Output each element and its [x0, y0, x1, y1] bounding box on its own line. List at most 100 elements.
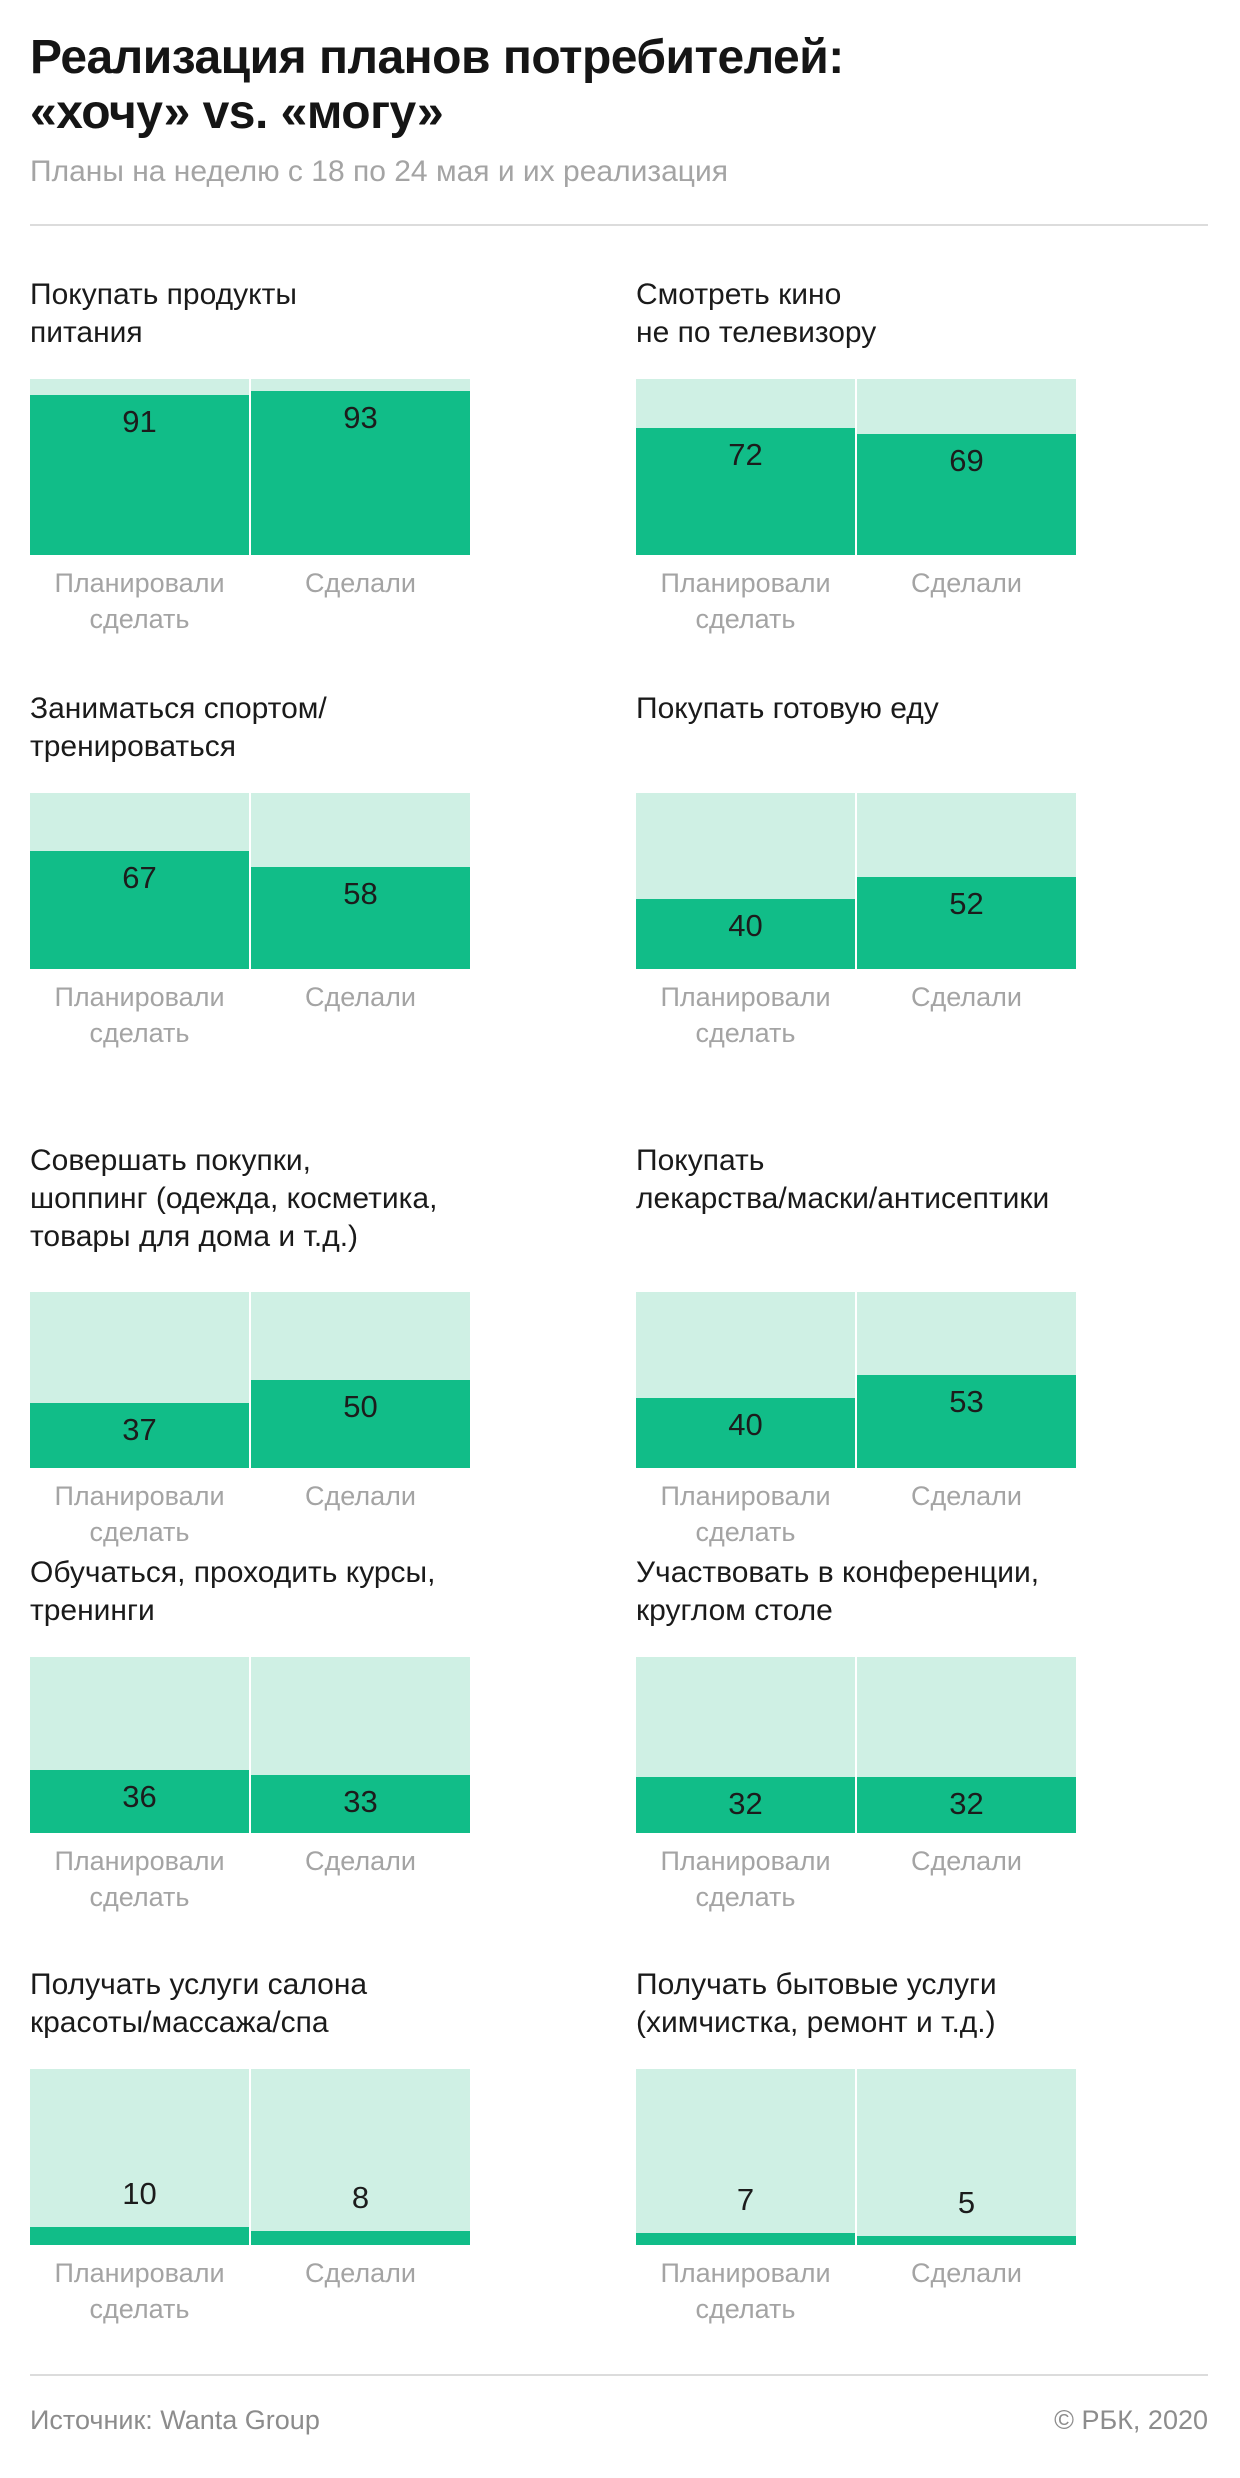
copyright-note: © РБК, 2020	[1054, 2405, 1208, 2435]
bar-pair: 40 53	[636, 1292, 1076, 1468]
category-label-done: Сделали	[911, 982, 1022, 1012]
planned-bar-background: 72	[636, 379, 855, 555]
bar-pair: 40 52	[636, 793, 1076, 969]
category-label-planned: Планировали сделать	[660, 1846, 831, 1912]
category-label-planned: Планировали сделать	[54, 2258, 225, 2324]
planned-bar-background: 40	[636, 793, 855, 969]
category-label-planned: Планировали сделать	[660, 982, 831, 1048]
planned-bar-background: 32	[636, 1657, 855, 1833]
value-label: 58	[343, 876, 378, 911]
value-label: 67	[122, 860, 157, 895]
category-label-done: Сделали	[305, 1846, 416, 1876]
top-divider	[30, 224, 1208, 226]
done-bar-background: 5	[857, 2069, 1076, 2245]
chart-panel: Покупать продукты питания 91 93 Планировали…	[30, 276, 590, 676]
category-label-planned: Планировали сделать	[660, 2258, 831, 2324]
value-label: 32	[728, 1786, 763, 1821]
done-bar	[857, 877, 1076, 969]
planned-bar	[30, 1403, 249, 1468]
done-bar-background: 53	[857, 1292, 1076, 1468]
done-bar	[857, 2236, 1076, 2245]
chart-panel: Участвовать в конференции, круглом столе…	[636, 1554, 1196, 1954]
category-label-planned: Планировали сделать	[660, 568, 831, 634]
category-label-done: Сделали	[305, 2258, 416, 2288]
value-label: 40	[728, 1407, 763, 1442]
chart-panel: Получать бытовые услуги (химчистка, ремо…	[636, 1966, 1196, 2366]
source-note: Источник: Wanta Group	[30, 2405, 320, 2435]
done-bar	[857, 434, 1076, 555]
planned-bar	[30, 395, 249, 555]
chart-subtitle: Планы на неделю с 18 по 24 мая и их реал…	[30, 155, 728, 188]
planned-bar	[636, 899, 855, 969]
value-label: 69	[949, 443, 984, 478]
value-label: 40	[728, 908, 763, 943]
value-label: 7	[736, 2182, 755, 2217]
planned-bar-background: 37	[30, 1292, 249, 1468]
planned-bar-background: 36	[30, 1657, 249, 1833]
planned-bar-background: 40	[636, 1292, 855, 1468]
category-label-done: Сделали	[911, 1846, 1022, 1876]
planned-bar	[636, 1398, 855, 1468]
category-label-planned: Планировали сделать	[54, 1481, 225, 1547]
value-label: 93	[343, 400, 378, 435]
panel-title: Смотреть кино не по телевизору	[636, 278, 877, 349]
done-bar	[251, 867, 470, 969]
done-bar	[251, 391, 470, 555]
value-label: 36	[122, 1779, 157, 1814]
category-label-done: Сделали	[305, 568, 416, 598]
chart-panel: Смотреть кино не по телевизору 72 69 Планир…	[636, 276, 1196, 676]
bar-pair: 72 69	[636, 379, 1076, 555]
chart-panel: Совершать покупки, шоппинг (одежда, косм…	[30, 1142, 590, 1547]
value-label: 5	[957, 2185, 976, 2220]
planned-bar	[30, 851, 249, 969]
category-label-planned: Планировали сделать	[54, 982, 225, 1048]
planned-bar	[636, 428, 855, 555]
planned-bar-background: 91	[30, 379, 249, 555]
bar-pair: 36 33	[30, 1657, 470, 1833]
value-label: 53	[949, 1384, 984, 1419]
category-label-done: Сделали	[911, 2258, 1022, 2288]
chart-panel: Покупать готовую еду 40 52 Планировали сдел…	[636, 690, 1196, 1090]
bar-pair: 67 58	[30, 793, 470, 969]
panel-title: Получать услуги салона красоты/массажа/с…	[30, 1968, 368, 2039]
done-bar-background: 50	[251, 1292, 470, 1468]
chart-panel: Заниматься спортом/ тренироваться 67 58 Пла…	[30, 690, 590, 1090]
done-bar-background: 8	[251, 2069, 470, 2245]
category-label-planned: Планировали сделать	[660, 1481, 831, 1547]
value-label: 72	[728, 437, 763, 472]
done-bar-background: 32	[857, 1657, 1076, 1833]
value-label: 37	[122, 1412, 157, 1447]
value-label: 52	[949, 886, 984, 921]
done-bar	[857, 1375, 1076, 1468]
category-label-planned: Планировали сделать	[54, 568, 225, 634]
planned-bar	[30, 2227, 249, 2245]
bottom-divider	[30, 2374, 1208, 2376]
done-bar	[857, 1777, 1076, 1833]
done-bar	[251, 1380, 470, 1468]
panel-title: Совершать покупки, шоппинг (одежда, косм…	[30, 1144, 438, 1253]
panel-title: Заниматься спортом/ тренироваться	[30, 692, 327, 763]
bar-pair: 10 8	[30, 2069, 470, 2245]
value-label: 8	[351, 2180, 370, 2215]
category-label-done: Сделали	[911, 568, 1022, 598]
done-bar-background: 58	[251, 793, 470, 969]
panel-title: Участвовать в конференции, круглом столе	[636, 1556, 1040, 1627]
value-label: 33	[343, 1784, 378, 1819]
panel-title: Обучаться, проходить курсы, тренинги	[30, 1556, 436, 1627]
panel-title: Получать бытовые услуги (химчистка, ремо…	[636, 1968, 997, 2039]
chart-title: Реализация планов потребителей: «хочу» v…	[30, 31, 844, 139]
category-label-done: Сделали	[911, 1481, 1022, 1511]
value-label: 50	[343, 1389, 378, 1424]
panel-title: Покупать продукты питания	[30, 278, 297, 349]
planned-bar	[636, 2233, 855, 2245]
category-label-done: Сделали	[305, 982, 416, 1012]
planned-bar-background: 7	[636, 2069, 855, 2245]
bar-pair: 91 93	[30, 379, 470, 555]
chart-panel: Получать услуги салона красоты/массажа/с…	[30, 1966, 590, 2366]
category-label-planned: Планировали сделать	[54, 1846, 225, 1912]
value-label: 32	[949, 1786, 984, 1821]
done-bar	[251, 1775, 470, 1833]
chart-panel: Обучаться, проходить курсы, тренинги 36 33…	[30, 1554, 590, 1954]
panel-title: Покупать готовую еду	[636, 692, 939, 725]
